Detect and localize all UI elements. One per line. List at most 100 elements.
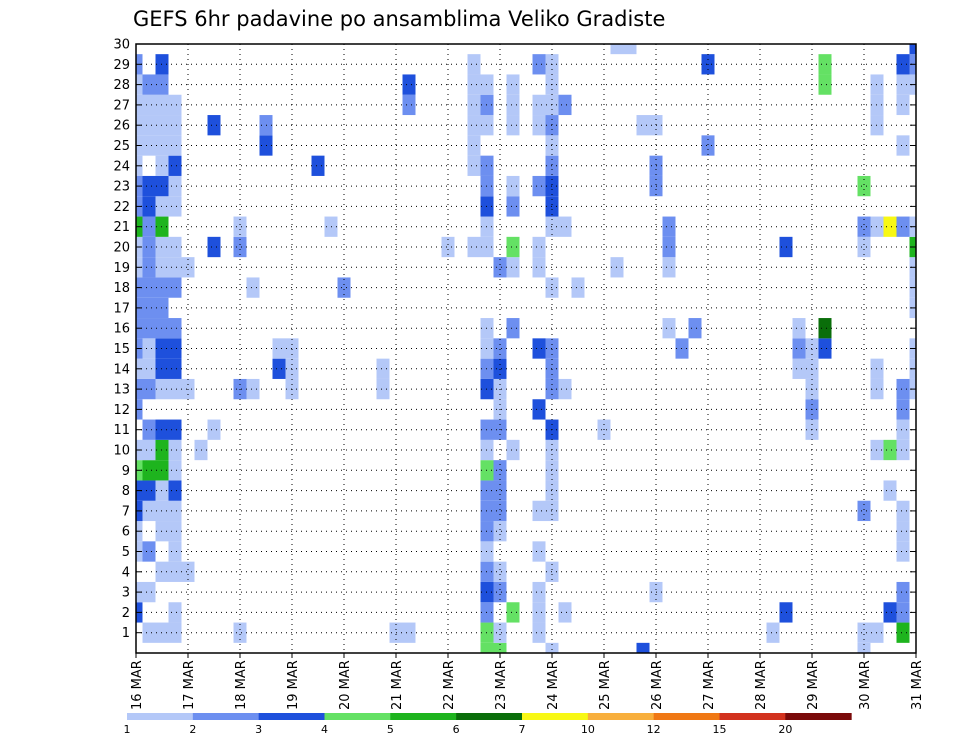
colorbar-label: 7	[519, 723, 526, 736]
heatmap-cell	[480, 642, 494, 653]
heatmap-cell	[168, 480, 182, 501]
heatmap-cell	[532, 115, 546, 136]
heatmap-cells	[136, 44, 916, 653]
heatmap-cell	[168, 196, 182, 217]
y-tick-label: 12	[113, 403, 130, 418]
heatmap-cell	[142, 439, 156, 461]
heatmap-cell	[532, 257, 546, 278]
heatmap-cell	[142, 175, 156, 197]
colorbar-label: 3	[255, 723, 262, 736]
colorbar-swatch	[127, 713, 194, 720]
heatmap-cell	[168, 378, 182, 400]
colorbar-swatch	[653, 713, 720, 720]
heatmap-cell	[467, 94, 481, 116]
grid-lines	[136, 44, 916, 653]
y-tick-label: 11	[113, 423, 130, 438]
heatmap-cell	[857, 216, 871, 237]
heatmap-cell	[168, 419, 182, 440]
heatmap-cell	[506, 115, 520, 136]
heatmap-cell	[493, 642, 507, 653]
heatmap-cell	[896, 500, 910, 522]
heatmap-cell	[857, 175, 871, 197]
y-tick-label: 18	[113, 281, 130, 296]
y-tick-label: 14	[113, 362, 130, 377]
heatmap-cell	[207, 419, 221, 440]
heatmap-cell	[623, 44, 637, 55]
x-tick-label: 22 MAR	[442, 660, 457, 710]
heatmap-cell	[883, 216, 897, 237]
colorbar-label: 5	[387, 723, 394, 736]
y-tick-label: 24	[113, 159, 130, 174]
heatmap-cell	[168, 135, 182, 156]
heatmap-cell	[506, 257, 520, 278]
colorbar-label: 15	[713, 723, 727, 736]
heatmap-cell	[532, 175, 546, 197]
heatmap-cell	[272, 338, 286, 359]
heatmap-cell	[506, 94, 520, 116]
y-tick-label: 30	[113, 38, 130, 53]
heatmap-cell	[701, 135, 715, 156]
heatmap-cell	[142, 622, 156, 643]
heatmap-cell	[493, 622, 507, 643]
heatmap-cell	[792, 358, 806, 379]
heatmap-cell	[142, 541, 156, 562]
y-tick-label: 17	[113, 301, 130, 316]
heatmap-cell	[766, 622, 780, 643]
heatmap-cell	[207, 236, 221, 258]
heatmap-cell	[896, 54, 910, 75]
x-tick-label: 28 MAR	[754, 660, 769, 710]
heatmap-cell	[168, 561, 182, 582]
heatmap-cell	[818, 54, 832, 75]
y-tick-label: 6	[122, 525, 130, 540]
heatmap-cell	[857, 236, 871, 258]
y-tick-label: 16	[113, 322, 130, 337]
heatmap-cell	[376, 378, 390, 400]
y-tick-label: 3	[122, 586, 130, 601]
x-tick-label: 23 MAR	[494, 660, 509, 710]
heatmap-cell	[883, 602, 897, 623]
heatmap-cell	[688, 318, 702, 339]
colorbar-label: 10	[581, 723, 595, 736]
heatmap-cell	[493, 257, 507, 278]
heatmap-cell	[506, 175, 520, 197]
heatmap-cell	[857, 642, 871, 653]
heatmap-cell	[142, 74, 156, 95]
heatmap-cell	[467, 54, 481, 75]
heatmap-cell	[558, 602, 572, 623]
heatmap-cell	[506, 318, 520, 339]
heatmap-cell	[246, 378, 260, 400]
heatmap-cell	[493, 358, 507, 379]
y-tick-label: 27	[113, 98, 130, 113]
heatmap-cell	[441, 236, 455, 258]
colorbar-swatch	[192, 713, 260, 720]
heatmap-cell	[883, 480, 897, 501]
heatmap-cell	[168, 318, 182, 339]
heatmap-cell	[142, 419, 156, 440]
heatmap-cell	[506, 602, 520, 623]
heatmap-cell	[467, 236, 481, 258]
heatmap-cell	[402, 622, 416, 643]
heatmap-cell	[337, 277, 351, 298]
heatmap-cell	[532, 541, 546, 562]
y-tick-label: 26	[113, 119, 130, 134]
heatmap-cell	[532, 338, 546, 359]
heatmap-cell	[896, 94, 910, 116]
heatmap-cell	[142, 297, 156, 319]
heatmap-cell	[818, 74, 832, 95]
y-tick-label: 7	[122, 504, 130, 519]
heatmap-cell	[467, 135, 481, 156]
heatmap-cell	[896, 439, 910, 461]
colorbar-label: 20	[778, 723, 792, 736]
heatmap-cell	[896, 419, 910, 440]
y-tick-label: 21	[113, 220, 130, 235]
heatmap-cell	[311, 155, 325, 176]
heatmap-cell	[896, 135, 910, 156]
heatmap-cell	[532, 622, 546, 643]
heatmap-cell	[896, 581, 910, 603]
heatmap-cell	[532, 399, 546, 420]
heatmap-cell	[857, 500, 871, 522]
x-tick-label: 16 MAR	[130, 660, 145, 710]
heatmap-cell	[168, 521, 182, 542]
heatmap-cell	[168, 277, 182, 298]
x-axis: 16 MAR 17 MAR 18 MAR 19 MAR 20 MAR 21 MAR 22 M…	[130, 653, 925, 710]
